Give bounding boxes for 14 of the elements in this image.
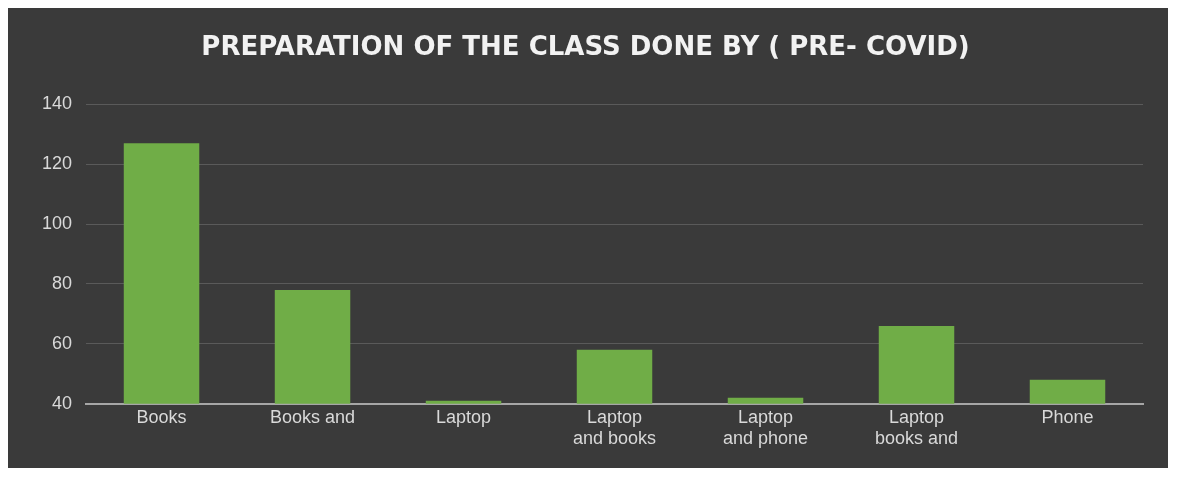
- x-tick-label: Books: [136, 406, 187, 427]
- y-tick-label: 100: [41, 213, 73, 234]
- y-tick-label: 60: [52, 332, 73, 353]
- y-tick-label: 120: [41, 153, 73, 174]
- x-tick-label: Laptop: [435, 406, 492, 427]
- chart-title: PREPARATION OF THE CLASS DONE BY ( PRE- COVID): [201, 31, 970, 62]
- x-tick-label: Laptop and phone: [722, 406, 809, 449]
- y-tick-label: 140: [41, 93, 73, 114]
- x-tick-label: Laptop books and: [874, 406, 959, 449]
- y-tick-label: 80: [52, 272, 73, 293]
- x-tick-label: Laptop and books: [572, 406, 657, 449]
- x-tick-label: Phone: [1041, 406, 1094, 427]
- y-tick-label: 40: [52, 392, 73, 413]
- x-tick-label: Books and: [269, 406, 356, 427]
